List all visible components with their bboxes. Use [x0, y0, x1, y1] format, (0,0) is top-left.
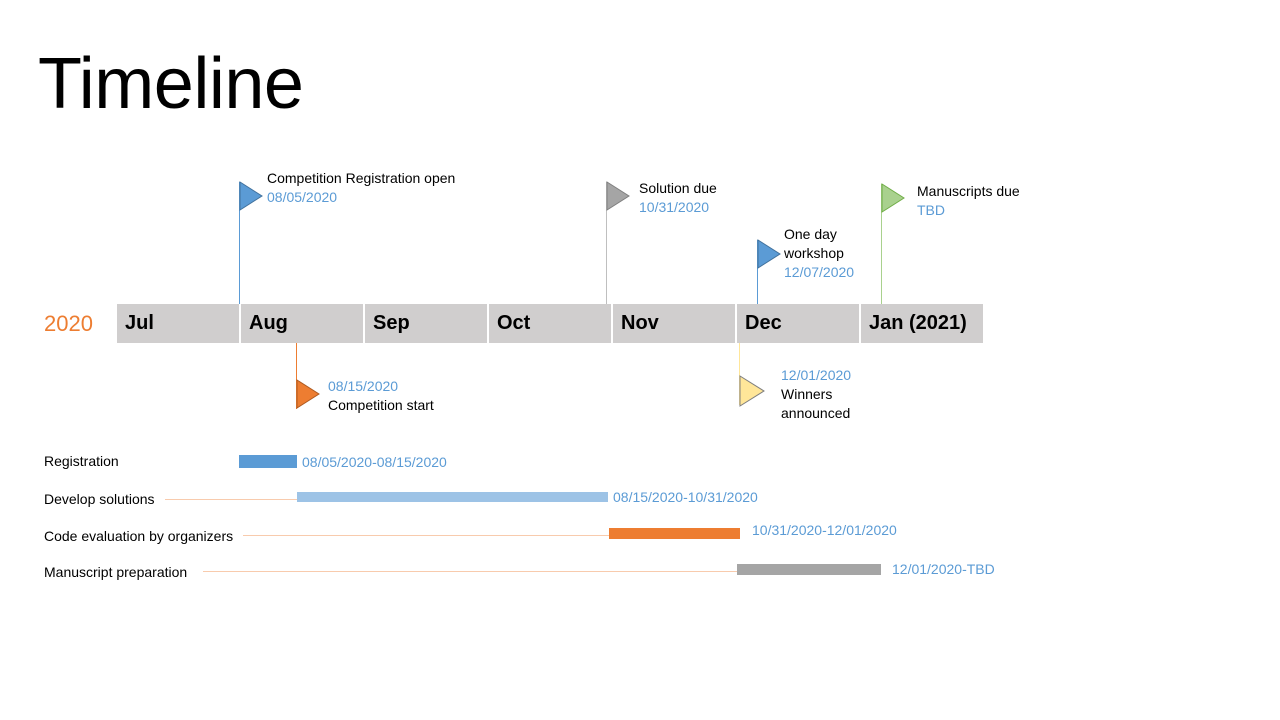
year-label: 2020	[44, 311, 93, 336]
milestone-label: Manuscripts due	[917, 183, 1020, 199]
flag-icon	[239, 181, 263, 211]
month-jan: Jan (2021)	[861, 304, 983, 343]
milestone-stem	[757, 240, 758, 304]
task-bar	[609, 528, 740, 539]
guide-line	[243, 535, 609, 536]
month-aug: Aug	[241, 304, 363, 343]
milestone-date: 10/31/2020	[639, 199, 710, 215]
milestone-stem	[739, 343, 740, 405]
task-range: 08/05/2020-08/15/2020	[302, 454, 447, 470]
task-label: Registration	[44, 453, 119, 469]
flag-icon	[881, 183, 905, 213]
month-oct: Oct	[489, 304, 611, 343]
guide-line	[165, 499, 297, 500]
task-label: Develop solutions	[44, 491, 155, 507]
milestone-label: Winners	[781, 386, 833, 402]
task-range: 12/01/2020-TBD	[892, 561, 995, 577]
milestone-date: 08/05/2020	[267, 189, 338, 205]
flag-icon	[757, 239, 781, 269]
slide-title: Timeline	[38, 44, 304, 124]
flag-icon	[606, 181, 630, 211]
milestone-label: workshop	[784, 245, 844, 261]
task-bar	[297, 492, 608, 502]
month-dec: Dec	[737, 304, 859, 343]
milestone-label: One day	[784, 226, 837, 242]
task-label: Manuscript preparation	[44, 564, 188, 580]
month-jul: Jul	[117, 304, 239, 343]
guide-line	[203, 571, 737, 572]
milestone-label: Competition Registration open	[267, 170, 456, 186]
milestone-date: TBD	[917, 202, 945, 218]
task-range: 08/15/2020-10/31/2020	[613, 489, 758, 505]
milestone-date: 08/15/2020	[328, 378, 399, 394]
milestone-label: Solution due	[639, 180, 717, 196]
task-bar	[737, 564, 881, 575]
task-label: Code evaluation by organizers	[44, 528, 234, 544]
task-range: 10/31/2020-12/01/2020	[752, 522, 897, 538]
flag-icon	[739, 375, 765, 407]
milestone-label: Competition start	[328, 397, 434, 413]
month-nov: Nov	[613, 304, 735, 343]
milestone-stem	[296, 343, 297, 409]
milestone-stem	[881, 184, 882, 304]
task-bar	[239, 455, 297, 468]
milestone-stem	[606, 182, 607, 304]
milestone-stem	[239, 182, 240, 304]
milestone-date: 12/01/2020	[781, 367, 852, 383]
flag-icon	[296, 379, 320, 409]
milestone-label: announced	[781, 405, 851, 421]
month-sep: Sep	[365, 304, 487, 343]
milestone-date: 12/07/2020	[784, 264, 855, 280]
